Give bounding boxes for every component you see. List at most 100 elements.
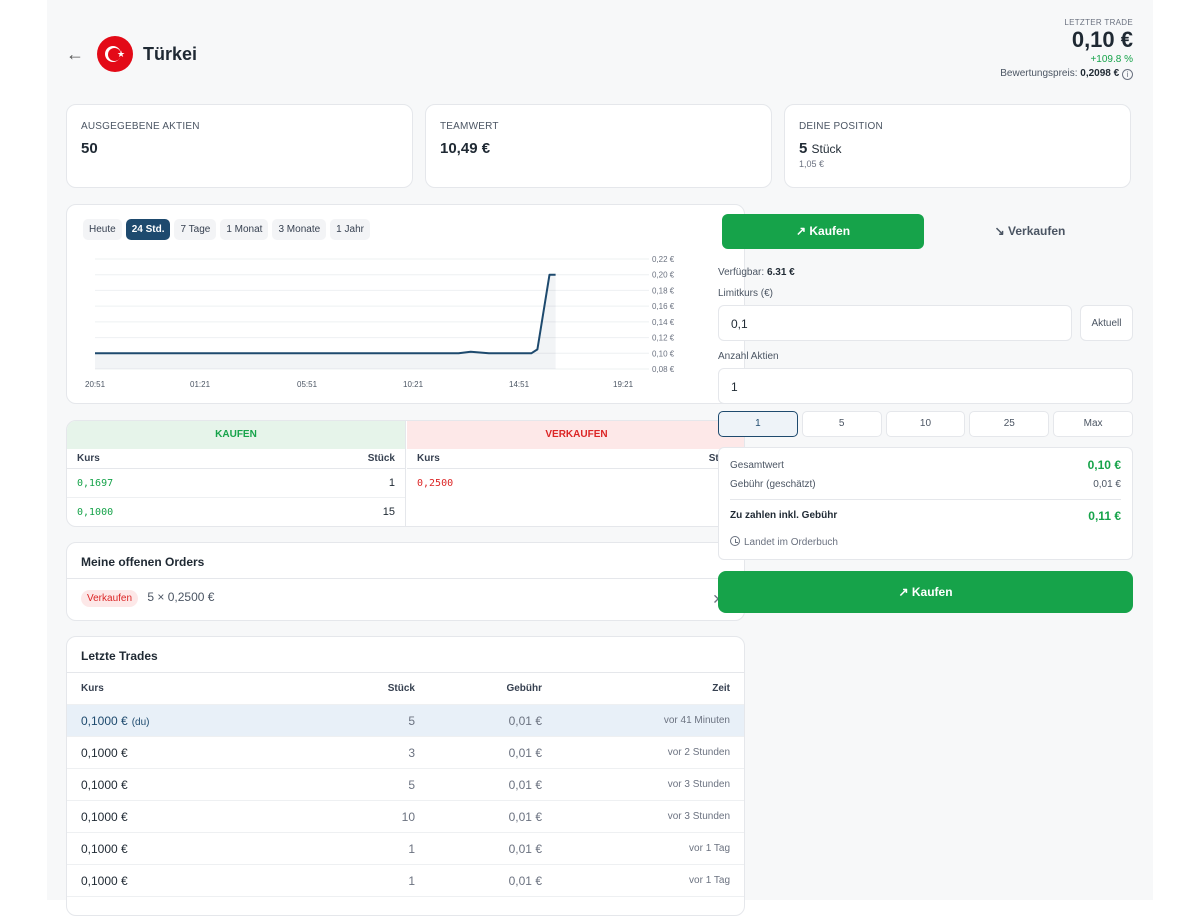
orderbook-sell-title: VERKAUFEN	[407, 421, 744, 449]
col-price: Kurs	[417, 453, 440, 464]
range-1m[interactable]: 1 Monat	[220, 219, 269, 240]
own-trade-marker: (du)	[131, 717, 150, 728]
recent-trades-card: Letzte Trades Kurs Stück Gebühr Zeit 0,1…	[66, 636, 745, 916]
current-price-button[interactable]: Aktuell	[1080, 305, 1133, 341]
summary-pay: Zu zahlen inkl. Gebühr 0,11 €	[730, 499, 1121, 529]
trade-time: vor 1 Tag	[689, 843, 730, 854]
x-tick-label: 19:21	[613, 380, 634, 389]
trade-time: vor 41 Minuten	[663, 715, 730, 726]
y-tick-label: 0,18 €	[652, 286, 675, 295]
trade-panel: ↗ Kaufen ↘ Verkaufen Verfügbar: 6.31 € L…	[718, 214, 1133, 613]
series-line	[95, 273, 556, 355]
trade-qty: 1	[408, 842, 415, 856]
trade-time: vor 3 Stunden	[667, 779, 730, 790]
range-1y[interactable]: 1 Jahr	[330, 219, 370, 240]
limit-price-input[interactable]: 0,1	[718, 305, 1072, 341]
quick-qty-1[interactable]: 1	[718, 411, 798, 437]
col-kurs: Kurs	[81, 683, 104, 694]
quick-qty-25[interactable]: 25	[969, 411, 1050, 437]
orderbook-buy-row[interactable]: 0,1697 1	[67, 469, 405, 498]
total-label: Gesamtwert	[730, 460, 784, 471]
orderbook-buy-row[interactable]: 0,1000 15	[67, 498, 405, 526]
trade-fee: 0,01 €	[508, 714, 542, 728]
trade-tabs: ↗ Kaufen ↘ Verkaufen	[718, 214, 1133, 249]
range-7d[interactable]: 7 Tage	[174, 219, 217, 240]
arrow-left-icon[interactable]: ←	[66, 44, 84, 64]
price-chart-card: Heute 24 Std. 7 Tage 1 Monat 3 Monate 1 …	[66, 204, 745, 404]
limit-label: Limitkurs (€)	[718, 288, 774, 299]
bid-qty: 15	[382, 506, 395, 518]
stat-value: 50	[81, 140, 98, 157]
orderbook-columns: Kurs Stück	[407, 449, 744, 469]
trade-price: 0,1000 €	[81, 810, 128, 824]
y-tick-label: 0,14 €	[652, 318, 675, 327]
open-order-row: Verkaufen 5 × 0,2500 € ✕	[67, 579, 744, 621]
quantity-input[interactable]: 1	[718, 368, 1133, 404]
y-tick-label: 0,22 €	[652, 255, 675, 264]
position-value: 5 Stück	[799, 140, 1116, 157]
x-tick-label: 20:51	[85, 380, 106, 389]
submit-buy-button[interactable]: ↗ Kaufen	[718, 571, 1133, 613]
col-zeit: Zeit	[712, 683, 730, 694]
orderbook-buy: KAUFEN Kurs Stück 0,1697 1 0,1000 15	[67, 421, 406, 526]
last-trade-label: LETZTER TRADE	[1064, 18, 1133, 27]
last-trade-change: +109.8 %	[1090, 54, 1133, 65]
trade-price: 0,1000 €	[81, 778, 128, 792]
col-price: Kurs	[77, 453, 100, 464]
tab-sell[interactable]: ↘ Verkaufen	[929, 214, 1131, 249]
page: ← ★ Türkei LETZTER TRADE 0,10 € +109.8 %…	[47, 0, 1153, 916]
table-row: 0,1000 € 10 0,01 € vor 3 Stunden	[67, 801, 744, 833]
range-24h[interactable]: 24 Std.	[125, 219, 171, 240]
stat-card-teamvalue: TEAMWERT 10,49 €	[425, 104, 772, 188]
quick-qty-10[interactable]: 10	[885, 411, 966, 437]
orderbook-columns: Kurs Stück	[67, 449, 405, 469]
fee-value: 0,01 €	[1093, 479, 1121, 490]
trade-fee: 0,01 €	[508, 874, 542, 888]
series-area	[95, 274, 556, 369]
trending-down-icon: ↘	[994, 224, 1005, 238]
table-row: 0,1000 € 5 0,01 € vor 3 Stunden	[67, 769, 744, 801]
quick-qty-5[interactable]: 5	[801, 411, 882, 437]
trade-fee: 0,01 €	[508, 746, 542, 760]
stat-card-shares: AUSGEGEBENE AKTIEN 50	[66, 104, 413, 188]
available-value: 6.31 €	[766, 267, 795, 278]
x-tick-label: 05:51	[297, 380, 318, 389]
summary-total: Gesamtwert 0,10 €	[730, 456, 1121, 475]
orderbook-buy-title: KAUFEN	[67, 421, 405, 449]
tab-buy[interactable]: ↗ Kaufen	[722, 214, 924, 249]
info-icon[interactable]: i	[1122, 69, 1133, 80]
quick-qty-max[interactable]: Max	[1053, 411, 1133, 437]
limit-row: 0,1 Aktuell	[718, 305, 1133, 341]
trade-time: vor 3 Stunden	[667, 811, 730, 822]
last-trade-price: 0,10 €	[1071, 27, 1133, 52]
x-tick-label: 01:21	[190, 380, 211, 389]
range-3m[interactable]: 3 Monate	[272, 219, 327, 240]
table-row: 0,1000 € 3 0,01 € vor 2 Stunden	[67, 737, 744, 769]
y-tick-label: 0,12 €	[652, 334, 675, 343]
y-tick-label: 0,16 €	[652, 302, 675, 311]
position-worth: 1,05 €	[799, 159, 825, 169]
last-trade-box: LETZTER TRADE 0,10 € +109.8 % Bewertungs…	[1000, 18, 1133, 82]
ask-price: 0,2500	[417, 478, 454, 489]
submit-buy-label: Kaufen	[911, 585, 953, 599]
order-summary: Gesamtwert 0,10 € Gebühr (geschätzt) 0,0…	[718, 447, 1133, 560]
table-row: 0,1000 € (du) 5 0,01 € vor 41 Minuten	[67, 705, 744, 737]
range-selector: Heute 24 Std. 7 Tage 1 Monat 3 Monate 1 …	[83, 219, 370, 240]
valuation-value: 0,2098 €	[1080, 68, 1120, 79]
total-value: 0,10 €	[1087, 458, 1121, 472]
trade-fee: 0,01 €	[508, 842, 542, 856]
x-tick-label: 14:51	[509, 380, 530, 389]
trades-columns: Kurs Stück Gebühr Zeit	[67, 673, 744, 705]
orderbook-sell-row[interactable]: 0,2500 5	[407, 469, 744, 498]
trade-price: 0,1000 €	[81, 874, 128, 888]
clock-icon	[730, 536, 740, 546]
orderbook: KAUFEN Kurs Stück 0,1697 1 0,1000 15 VER…	[66, 420, 745, 527]
bid-qty: 1	[388, 477, 395, 489]
pay-value: 0,11 €	[1088, 509, 1121, 523]
col-stueck: Stück	[387, 683, 415, 694]
trade-price: 0,1000 €	[81, 746, 128, 760]
stat-value: 10,49 €	[440, 140, 491, 157]
y-tick-label: 0,20 €	[652, 271, 675, 280]
y-tick-label: 0,08 €	[652, 365, 675, 374]
range-today[interactable]: Heute	[83, 219, 122, 240]
